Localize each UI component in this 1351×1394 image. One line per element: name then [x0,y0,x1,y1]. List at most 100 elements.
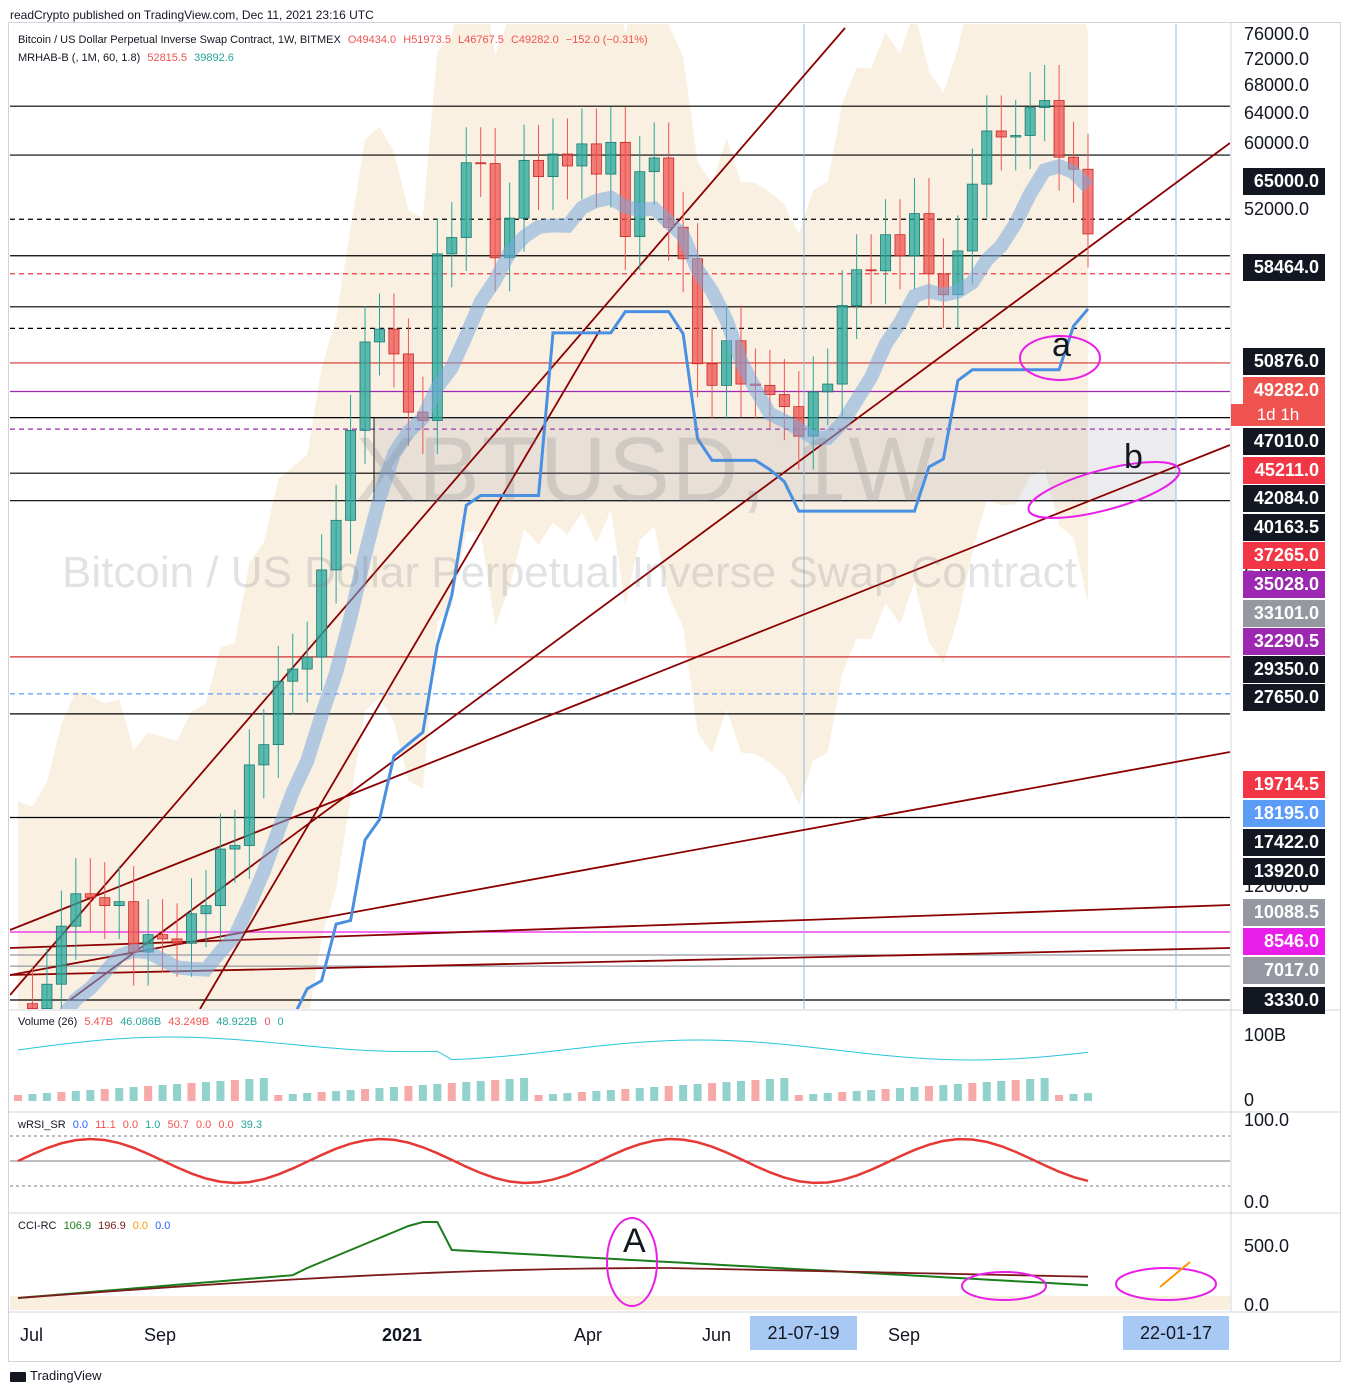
time-highlight-right[interactable]: 22-01-17 [1123,1316,1229,1350]
annotation-b: b [1124,438,1143,476]
time-label-2021: 2021 [382,1325,423,1345]
candle-body [576,143,588,167]
main-legend: Bitcoin / US Dollar Perpetual Inverse Sw… [18,34,652,46]
cci-tick-0: 0.0 [1244,1295,1270,1315]
candle-body [547,153,559,178]
volume-bar [693,1084,702,1101]
moving-average-band [59,158,1093,1009]
indicator-value-2: 39892.6 [194,52,234,64]
candle-body [157,934,169,940]
candle-body [619,141,631,237]
indicator-name[interactable]: MRHAB-B (, 1M, 60, 1.8) [18,52,141,64]
candle-body [186,913,197,944]
volume-bar [259,1078,268,1101]
candle-body [70,893,82,927]
highlight-ellipse-cci [961,1271,1047,1301]
volume-bar [332,1091,341,1101]
cci-signal-line [17,1267,1089,1299]
candle-body [243,764,255,846]
volume-bar [736,1081,745,1101]
volume-bar [953,1084,962,1101]
candle-body [533,159,545,178]
candle-body [880,234,892,272]
time-highlight-left[interactable]: 21-07-19 [750,1316,857,1350]
price-tick: 68000.0 [1244,75,1310,96]
candle-body [214,848,226,907]
volume-bar [765,1079,774,1101]
highlight-ellipse-a [1019,335,1101,381]
time-label-jul: Jul [20,1325,44,1345]
candle-body [590,143,602,175]
cci-legend: CCI-RC 106.9 196.9 0.0 0.0 [18,1220,171,1232]
candle-body [431,253,443,421]
rsi-line [17,1137,1089,1185]
volume-bar [404,1086,413,1101]
price-label: 19714.5 [1243,771,1325,798]
trendline [10,904,1230,949]
tradingview-logo-icon [10,1371,26,1382]
volume-bar [838,1092,847,1101]
volume-bar [115,1088,124,1101]
volume-bar [1055,1095,1064,1101]
candle-body [287,668,299,682]
volume-bar [664,1086,673,1101]
rsi-title[interactable]: wRSI_SR [18,1119,66,1131]
price-label: 50876.0 [1243,348,1325,375]
volume-bar [129,1087,138,1101]
volume-bar [881,1089,890,1101]
cci-zero-band [10,1296,1230,1310]
trendline [10,444,1230,931]
volume-bar [28,1094,37,1101]
candle-body [359,341,371,431]
price-label: 17422.0 [1243,829,1325,856]
countdown-label: 1d 1h [1231,404,1325,426]
price-tick: 72000.0 [1244,48,1310,69]
price-label: 33101.0 [1243,600,1325,627]
footer-brand: TradingView [10,1368,102,1383]
volume-bar [14,1095,22,1101]
indicator-value-1: 52815.5 [147,52,188,64]
price-tick: 60000.0 [1244,133,1310,154]
symbol-title[interactable]: Bitcoin / US Dollar Perpetual Inverse Sw… [18,34,341,46]
volume-bar [549,1094,557,1101]
candle-body [200,905,212,915]
price-label: 65000.0 [1243,168,1325,195]
volume-bar [606,1090,615,1101]
price-label: 58464.0 [1243,254,1325,281]
volume-bar [982,1082,991,1101]
volume-bar [534,1095,543,1101]
candle-body [489,163,501,259]
candle-body [41,983,53,1009]
candle-body [1082,168,1094,235]
volume-bar [679,1085,688,1101]
ohlc-low: L46767.5 [458,34,504,46]
price-label: 37265.0 [1243,542,1325,569]
price-tick: 76000.0 [1244,24,1310,44]
volume-title[interactable]: Volume (26) [18,1016,78,1028]
candle-body [981,130,993,185]
cci-title[interactable]: CCI-RC [18,1220,57,1232]
time-label-jun: Jun [702,1325,732,1345]
highlight-ellipse-cci-right [1115,1267,1217,1301]
volume-bar [447,1083,456,1101]
cci-tick-500: 500.0 [1244,1236,1290,1256]
volume-bar [968,1083,977,1101]
price-label: 49282.0 [1243,377,1325,404]
candle-body [1039,100,1051,108]
candle-body [388,328,400,355]
candle-body [84,893,96,899]
volume-bar [100,1089,109,1101]
volume-bar [57,1092,66,1101]
volume-bar [346,1090,355,1101]
volume-legend: Volume (26) 5.47B 46.086B 43.249B 48.922… [18,1016,284,1028]
candle-body [26,1003,38,1009]
price-label: 35028.0 [1243,571,1325,598]
ohlc-close: C49282.0 [510,34,559,46]
volume-bar [621,1089,630,1101]
volume-bar [288,1094,297,1101]
volume-bar [722,1082,731,1101]
trendline [199,329,601,1009]
volume-bar [71,1091,80,1101]
candle-body [272,680,284,746]
